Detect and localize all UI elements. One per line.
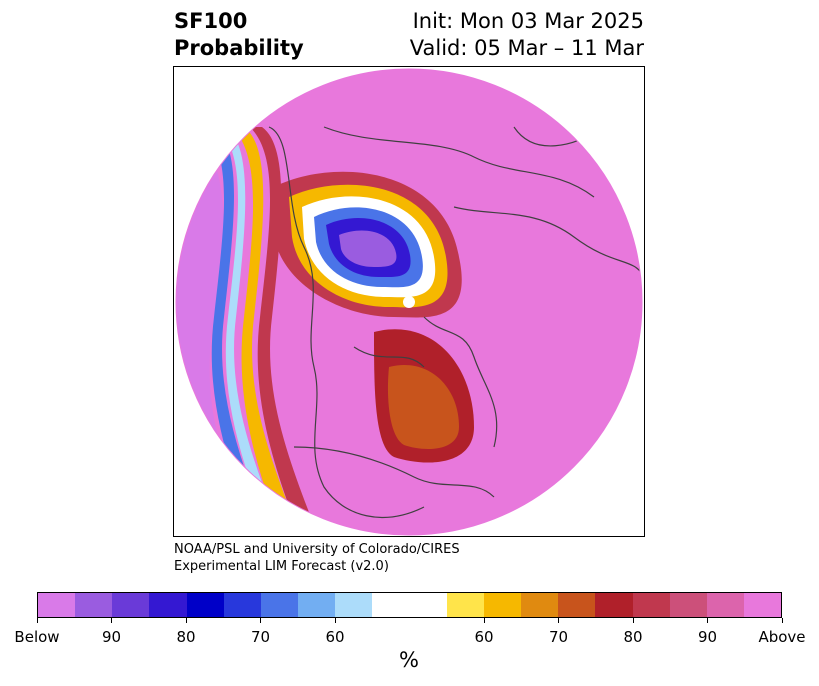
colorbar-segment [298,593,336,617]
colorbar-segment [743,593,782,617]
colorbar-segment [260,593,299,617]
colorbar-tick [632,618,634,623]
map-panel [173,66,645,537]
colorbar-tick-label: Below [14,628,60,646]
colorbar-tick-label: 80 [176,628,196,646]
title-block-left: SF100 Probability [174,8,304,62]
colorbar-segment [186,593,224,617]
below-center [339,230,397,267]
colorbar-segment [38,593,76,617]
colorbar-segment [112,593,150,617]
colorbar-tick-label: Above [758,628,806,646]
coastlines [268,126,642,518]
colorbar-segment [521,593,559,617]
colorbar-tick [781,618,783,623]
colorbar-segment [632,593,670,617]
probability-map [175,68,643,536]
credit-line-1: NOAA/PSL and University of Colorado/CIRE… [174,542,460,557]
colorbar-segment [223,593,261,617]
below-band-west [204,127,269,535]
colorbar-segment [483,593,522,617]
colorbar-tick-label: 90 [101,628,122,646]
valid-range: Valid: 05 Mar – 11 Mar [409,36,644,60]
colorbar-tick-label: 70 [548,628,569,646]
colorbar-segment [75,593,113,617]
above-edge-band [232,127,300,535]
near-normal-band-west [218,127,282,535]
pole-marker [403,296,415,308]
above-band-west [250,127,318,535]
colorbar-segment [409,593,447,617]
colorbar-tick-label: 70 [250,628,271,646]
variable-subtitle: Probability [174,36,304,60]
colorbar-segment [669,593,707,617]
colorbar-segment [558,593,596,617]
colorbar-tick [334,618,336,623]
colorbar-tick [483,618,485,623]
colorbar-tick [111,618,112,623]
colorbar-segment [372,593,410,617]
colorbar-segment [149,593,187,617]
colorbar-tick-label: 90 [697,628,718,646]
colorbar-unit: % [399,648,419,672]
colorbar-tick-label: 60 [325,628,345,646]
colorbar-tick [558,618,559,623]
forecast-field [176,69,642,535]
title-block-right: Init: Mon 03 Mar 2025 Valid: 05 Mar – 11… [410,8,644,62]
credit-block: NOAA/PSL and University of Colorado/CIRE… [174,541,460,575]
colorbar-tick [260,618,261,623]
colorbar-segment [446,593,484,617]
init-date: Init: Mon 03 Mar 2025 [412,9,644,33]
colorbar-tick [36,618,38,623]
credit-line-2: Experimental LIM Forecast (v2.0) [174,559,389,574]
colorbar-segment [335,593,373,617]
colorbar [37,592,782,618]
colorbar-segment [595,593,633,617]
colorbar-tick [185,618,187,623]
colorbar-segment [706,593,744,617]
above-center-east [387,365,459,450]
colorbar-tick-label: 60 [474,628,494,646]
map-boundary [175,68,643,536]
colorbar-tick [707,618,708,623]
colorbar-tick-label: 80 [623,628,643,646]
variable-title: SF100 [174,9,248,33]
